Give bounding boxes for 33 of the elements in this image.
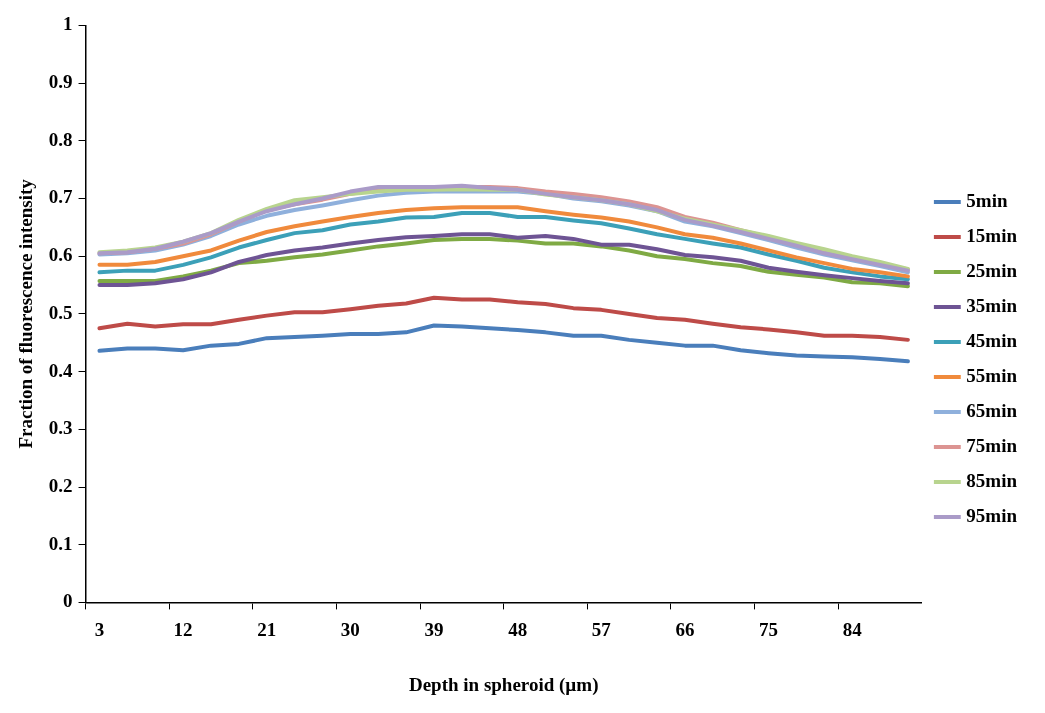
legend-label: 55min <box>966 364 1018 386</box>
y-tick-label: 0.8 <box>48 128 73 150</box>
legend-label: 15min <box>966 224 1018 246</box>
x-tick-label: 21 <box>257 618 277 640</box>
x-tick-label: 30 <box>340 618 360 640</box>
x-tick-label: 84 <box>842 618 863 640</box>
legend-label: 75min <box>966 434 1018 456</box>
legend-label: 25min <box>966 259 1018 281</box>
legend-label: 45min <box>966 329 1018 351</box>
legend-label: 35min <box>966 294 1018 316</box>
legend-label: 65min <box>966 399 1018 421</box>
legend-label: 95min <box>966 504 1018 526</box>
y-axis-title: Fraction of fluorescence intensity <box>15 178 37 449</box>
x-tick-label: 12 <box>173 618 193 640</box>
y-tick-label: 0.2 <box>48 474 73 496</box>
legend-label: 85min <box>966 469 1018 491</box>
y-tick-label: 0.4 <box>48 359 74 381</box>
y-tick-label: 0.3 <box>48 417 73 439</box>
x-tick-label: 3 <box>94 618 105 640</box>
x-tick-label: 66 <box>675 618 695 640</box>
y-tick-label: 0.1 <box>48 532 73 554</box>
y-tick-label: 1 <box>63 13 73 35</box>
x-axis-title: Depth in spheroid (µm) <box>408 673 599 696</box>
x-tick-label: 39 <box>424 618 444 640</box>
x-tick-label: 57 <box>591 618 612 640</box>
y-tick-label: 0 <box>63 590 73 612</box>
legend-label: 5min <box>966 189 1008 211</box>
y-tick-label: 0.7 <box>48 186 74 208</box>
y-tick-label: 0.5 <box>48 301 73 323</box>
y-tick-label: 0.9 <box>48 71 73 93</box>
x-tick-label: 48 <box>508 618 528 640</box>
y-tick-label: 0.6 <box>48 244 73 266</box>
x-tick-label: 75 <box>759 618 779 640</box>
